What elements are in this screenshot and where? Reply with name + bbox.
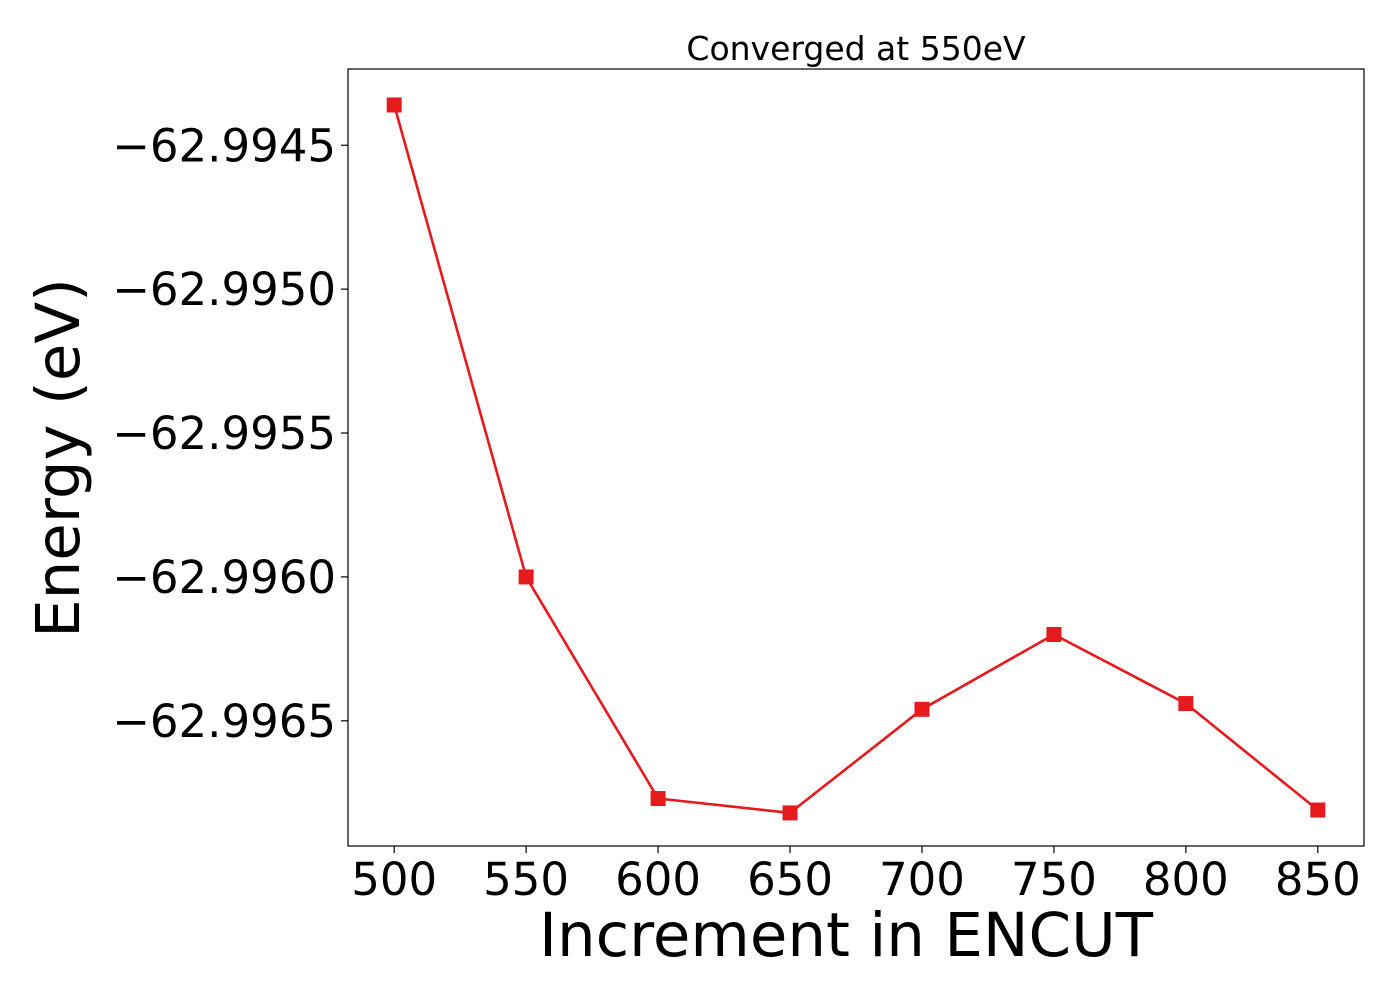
x-tick-label: 750 <box>1011 853 1097 906</box>
y-tick-label: −62.9960 <box>112 551 336 604</box>
data-point-marker <box>1310 802 1326 818</box>
y-tick-label: −62.9945 <box>112 119 336 172</box>
plot-frame <box>347 68 1365 847</box>
data-point-marker <box>1178 696 1194 712</box>
plot-area <box>348 69 1364 846</box>
data-point-marker <box>782 805 798 821</box>
y-tick-label: −62.9955 <box>112 407 336 460</box>
x-tick-label: 800 <box>1143 853 1229 906</box>
x-tick-label: 550 <box>483 853 569 906</box>
y-axis-ticks: −62.9945 −62.9950 −62.9955 −62.9960 −62.9965 <box>112 119 348 748</box>
data-point-marker <box>1046 626 1062 642</box>
data-point-marker <box>386 97 402 113</box>
x-tick-label: 850 <box>1275 853 1361 906</box>
x-tick-label: 650 <box>747 853 833 906</box>
x-tick-label: 700 <box>879 853 965 906</box>
chart-title: Converged at 550eV <box>686 29 1026 68</box>
series-line <box>392 104 1319 815</box>
data-point-marker <box>914 701 930 717</box>
y-tick-label: −62.9965 <box>112 695 336 748</box>
x-axis-label: Increment in ENCUT <box>539 900 1154 971</box>
x-axis-ticks: 500 550 600 650 700 750 800 850 <box>351 846 1361 906</box>
x-tick-label: 500 <box>351 853 437 906</box>
data-point-marker <box>650 791 666 807</box>
y-axis-label: Energy (eV) <box>23 278 94 638</box>
x-tick-label: 600 <box>615 853 701 906</box>
data-point-marker <box>518 569 534 585</box>
data-series <box>386 97 1326 821</box>
y-tick-label: −62.9950 <box>112 263 336 316</box>
